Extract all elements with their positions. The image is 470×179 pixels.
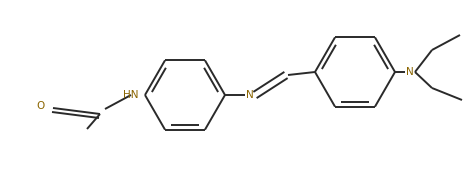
Text: O: O (37, 101, 45, 111)
Text: N: N (406, 67, 414, 77)
Text: HN: HN (123, 90, 138, 100)
Text: N: N (246, 90, 254, 100)
